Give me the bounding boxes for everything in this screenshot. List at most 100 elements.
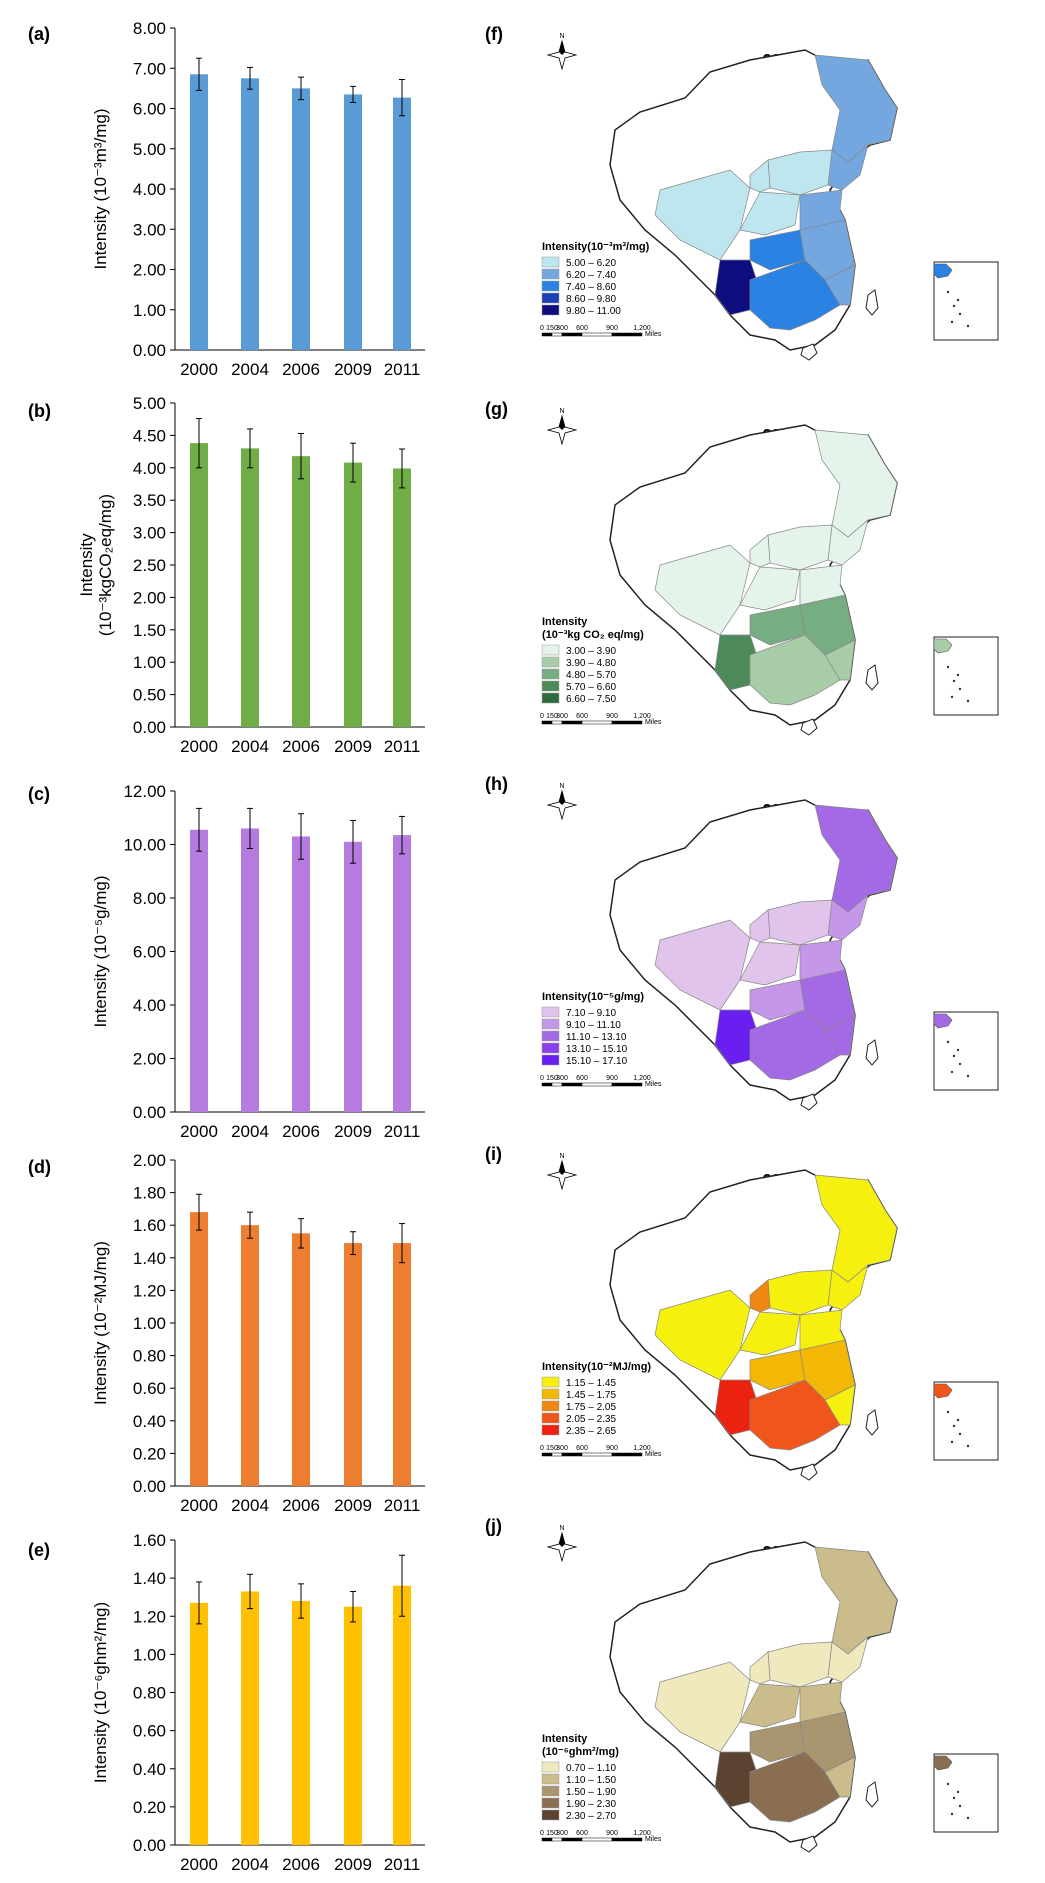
y-tick-label: 12.00	[123, 782, 166, 801]
x-tick-label: 2006	[282, 360, 320, 379]
y-axis-title: Intensity (10⁻⁶ghm²/mg)	[91, 1602, 110, 1783]
y-tick-label: 7.00	[133, 59, 166, 78]
legend-label: 6.20 – 7.40	[566, 270, 616, 281]
legend-label: 3.00 – 3.90	[566, 646, 616, 657]
north-arrow-point	[559, 416, 565, 430]
inset-island	[946, 1410, 950, 1414]
inset-island	[952, 304, 956, 308]
x-tick-label: 2006	[282, 1855, 320, 1874]
scale-segment	[581, 1082, 613, 1087]
bar-chart-c: (c) 0.00 2.00 4.00 6.00 8.00 10.00 12.00 2000 200…	[28, 782, 425, 1141]
y-tick-label: 0.20	[133, 1798, 166, 1817]
legend-swatch	[541, 268, 560, 280]
scale-label: 600	[576, 1075, 588, 1082]
scale-segment	[551, 332, 563, 337]
scale-label: 300	[556, 1445, 568, 1452]
panel-label: (j)	[485, 1516, 502, 1536]
inset-region	[933, 1755, 953, 1771]
map-region	[749, 1751, 841, 1823]
panel-label: (e)	[28, 1540, 50, 1560]
map-region	[749, 1721, 806, 1763]
y-tick-label: 0.40	[133, 1760, 166, 1779]
scale-label: 150	[546, 713, 558, 720]
inset-island	[950, 320, 954, 324]
legend-title-units: (10⁻⁶ghm²/mg)	[542, 1746, 619, 1758]
x-tick-label: 2009	[334, 1122, 372, 1141]
north-label: N	[559, 408, 564, 415]
scale-segment	[551, 1452, 563, 1457]
bar-2006	[292, 1601, 310, 1845]
north-arrow: N	[546, 1153, 578, 1191]
scale-segment	[611, 720, 643, 725]
scale-label: 1,200	[633, 1445, 651, 1452]
north-arrow: N	[546, 408, 578, 446]
map-region	[739, 191, 801, 236]
map-region	[749, 1651, 771, 1685]
scale-label: 600	[576, 325, 588, 332]
inset-island	[952, 679, 956, 683]
scale-label: 300	[556, 713, 568, 720]
inset-island	[956, 1790, 960, 1794]
legend-title: Intensity	[542, 1733, 588, 1745]
panel-label: (g)	[485, 399, 508, 419]
taiwan-island	[865, 1409, 879, 1436]
panel-label: (c)	[28, 784, 50, 804]
y-tick-label: 1.00	[133, 1314, 166, 1333]
north-arrow-point	[559, 1533, 565, 1547]
y-tick-label: 4.00	[133, 996, 166, 1015]
map-h: (h)N2011Intensity(10⁻⁵g/mg)7.10 – 9.109.…	[485, 774, 999, 1111]
scale-label: 150	[546, 1830, 558, 1837]
bar-2006	[292, 88, 310, 350]
hainan-island	[800, 1835, 818, 1853]
taiwan-island	[865, 664, 879, 691]
map-region	[824, 264, 856, 306]
legend-title-units: (10⁻³kg CO₂ eq/mg)	[542, 629, 644, 641]
scale-unit: Miles	[645, 1081, 662, 1088]
taiwan-island	[865, 289, 879, 316]
legend-swatch	[541, 1388, 560, 1400]
scale-segment	[561, 720, 583, 725]
map-i: (i)N2011Intensity(10⁻²MJ/mg)1.15 – 1.451…	[485, 1144, 999, 1481]
legend-swatch	[541, 1424, 560, 1436]
legend-label: 8.60 – 9.80	[566, 294, 616, 305]
inset-island	[966, 1074, 970, 1078]
y-tick-label: 5.00	[133, 140, 166, 159]
north-arrow: N	[546, 1525, 578, 1563]
y-axis-title-units: (10⁻³kgCO₂eq/mg)	[96, 494, 115, 636]
legend-swatch	[541, 1042, 560, 1054]
y-tick-label: 2.00	[133, 1050, 166, 1069]
taiwan-island	[865, 1039, 879, 1066]
legend-label: 15.10 – 17.10	[566, 1056, 628, 1067]
inset-island	[966, 699, 970, 703]
legend-swatch	[541, 1412, 560, 1424]
y-tick-label: 8.00	[133, 889, 166, 908]
china-map	[609, 49, 898, 361]
scale-segment	[541, 332, 553, 337]
scale-unit: Miles	[645, 331, 662, 338]
scale-segment	[611, 332, 643, 337]
map-region	[749, 1349, 806, 1391]
y-tick-label: 1.00	[133, 653, 166, 672]
scale-label: 900	[606, 325, 618, 332]
inset-island	[956, 673, 960, 677]
inset-island	[952, 1796, 956, 1800]
scale-unit: Miles	[645, 1836, 662, 1843]
scale-segment	[611, 1837, 643, 1842]
bar-2011	[393, 97, 411, 350]
x-tick-label: 2011	[384, 360, 421, 379]
scale-label: 150	[546, 325, 558, 332]
north-label: N	[559, 1153, 564, 1160]
legend-title: Intensity(10⁻⁵g/mg)	[542, 991, 644, 1003]
scale-label: 0	[540, 1830, 544, 1837]
bar-2009	[344, 1243, 362, 1486]
y-tick-label: 1.80	[133, 1184, 166, 1203]
map-region	[749, 1009, 841, 1081]
y-axis-title: Intensity (10⁻²MJ/mg)	[91, 1241, 110, 1405]
legend-swatch	[541, 668, 560, 680]
legend-swatch	[541, 656, 560, 668]
map-region	[749, 634, 841, 706]
bar-2006	[292, 836, 310, 1112]
x-tick-label: 2004	[231, 1122, 269, 1141]
